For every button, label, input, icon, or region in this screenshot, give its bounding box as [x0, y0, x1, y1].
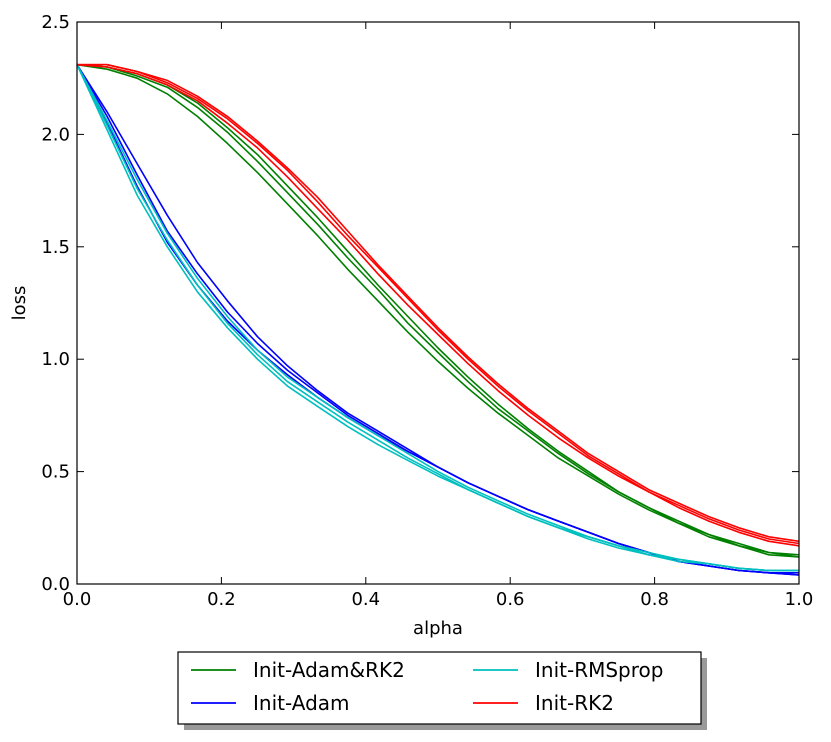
- plot-frame: [76, 21, 800, 585]
- series-line-init-rk2-10: [77, 63, 800, 545]
- y-tick-label: 0.0: [41, 574, 70, 595]
- series-line-init-adam-3: [76, 64, 800, 576]
- x-tick-label: 0.6: [496, 589, 525, 610]
- series-line-init-adam-rk2-2: [76, 63, 800, 556]
- series-line-init-rk2-9: [76, 63, 800, 547]
- y-tick-label: 0.5: [41, 462, 70, 483]
- legend-label-init-adam-rk2: Init-Adam&RK2: [253, 658, 405, 682]
- y-tick-label: 1.0: [41, 349, 70, 370]
- legend-label-init-rk2: Init-RK2: [535, 691, 614, 715]
- y-tick-label: 2.5: [41, 12, 70, 33]
- series-line-init-adam-5: [76, 64, 800, 576]
- legend-box: [177, 651, 702, 725]
- y-tick-label: 2.0: [41, 124, 70, 145]
- series-line-init-rmsprop-7: [76, 64, 799, 572]
- x-tick-label: 0.4: [351, 589, 380, 610]
- series-line-init-rk2-11: [77, 63, 800, 543]
- series-line-init-rmsprop-6: [76, 64, 799, 572]
- series-line-init-adam-4: [76, 64, 799, 574]
- x-tick-label: 0.8: [640, 589, 669, 610]
- series-line-init-rmsprop-8: [76, 64, 799, 572]
- series-line-init-adam-rk2-1: [76, 63, 800, 558]
- series-line-init-adam-rk2-0: [76, 63, 800, 558]
- x-axis-label: alpha: [413, 618, 463, 639]
- x-tick-label: 0.2: [207, 589, 236, 610]
- x-tick-label: 1.0: [785, 589, 814, 610]
- legend: Init-Adam&RK2 Init-RMSprop Init-Adam Init-R…: [177, 651, 707, 730]
- series-layer: [76, 63, 800, 576]
- y-axis-label: loss: [9, 286, 30, 321]
- x-tick-label: 0.0: [63, 589, 92, 610]
- legend-label-init-rmsprop: Init-RMSprop: [535, 658, 663, 682]
- legend-label-init-adam: Init-Adam: [253, 691, 350, 715]
- ticks-layer: 0.0 0.2 0.4 0.6 0.8 1.0 0.0 0.5 1.0 1.5 2.0 2.5: [41, 12, 813, 610]
- y-tick-label: 1.5: [41, 237, 70, 258]
